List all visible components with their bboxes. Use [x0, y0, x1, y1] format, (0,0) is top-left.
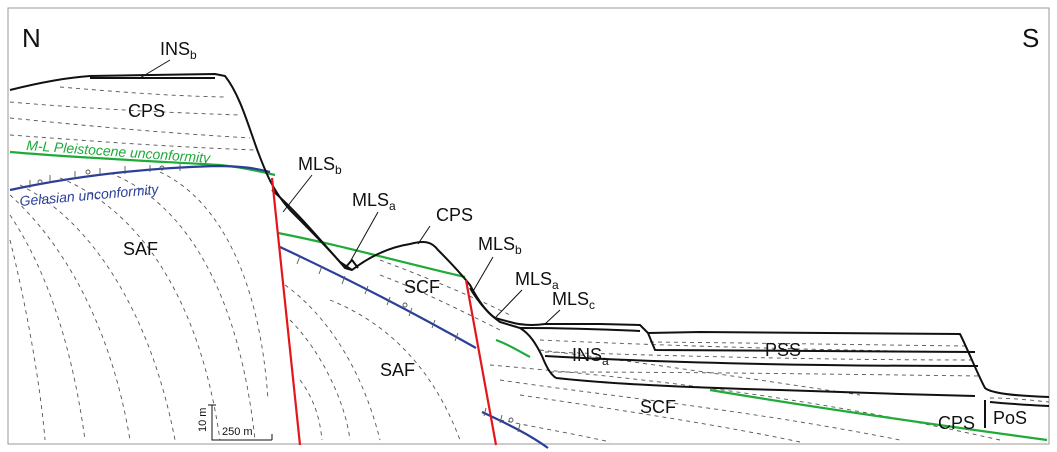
horizontal-scale-label: 250 m: [222, 426, 253, 438]
saf-bedding-traces: [9, 171, 269, 441]
unit-scf-low: SCF: [640, 397, 676, 417]
cps-bedding-traces: [9, 86, 256, 151]
unit-scf-mid: SCF: [404, 277, 440, 297]
ml-pleistocene-unconformity-line: [9, 150, 1048, 442]
leader-mls-b-2: [471, 256, 494, 294]
unit-pss: PSS: [765, 340, 801, 360]
unit-saf-mid: SAF: [380, 360, 415, 380]
north-label: N: [22, 23, 41, 53]
fault-2: [464, 279, 498, 446]
unit-pos: PoS: [993, 408, 1027, 428]
unit-ins-b: INSb: [160, 39, 197, 62]
unit-mls-a-2: MLSa: [515, 269, 559, 292]
leader-mls-a-2: [494, 289, 523, 319]
unit-mls-a-1: MLSa: [352, 190, 396, 213]
formation-outlines: [9, 73, 1050, 428]
unit-cps-top: CPS: [128, 101, 165, 121]
vertical-scale-label: 10 m: [197, 408, 209, 432]
leader-mls-c: [544, 309, 561, 325]
leader-cps-mid: [417, 225, 431, 245]
unit-mls-b-2: MLSb: [478, 234, 522, 257]
unit-cps-right: CPS: [938, 413, 975, 433]
leader-mls-b-1: [282, 174, 313, 213]
leader-ins-b: [139, 59, 171, 79]
unit-saf-left: SAF: [123, 239, 158, 259]
scale-bar: [208, 404, 273, 441]
unit-mls-c: MLSc: [552, 289, 595, 312]
unit-mls-b-1: MLSb: [298, 154, 342, 177]
fault-1: [270, 177, 302, 446]
unit-cps-mid: CPS: [436, 205, 473, 225]
saf-mid-bedding: [284, 284, 461, 441]
unit-ins-a: INSa: [572, 345, 609, 368]
leader-mls-a-1: [349, 211, 379, 263]
unconformity-hachures: [29, 164, 521, 433]
south-label: S: [1022, 23, 1039, 53]
figure-frame: [7, 7, 1050, 445]
fault-lines: [270, 177, 498, 446]
